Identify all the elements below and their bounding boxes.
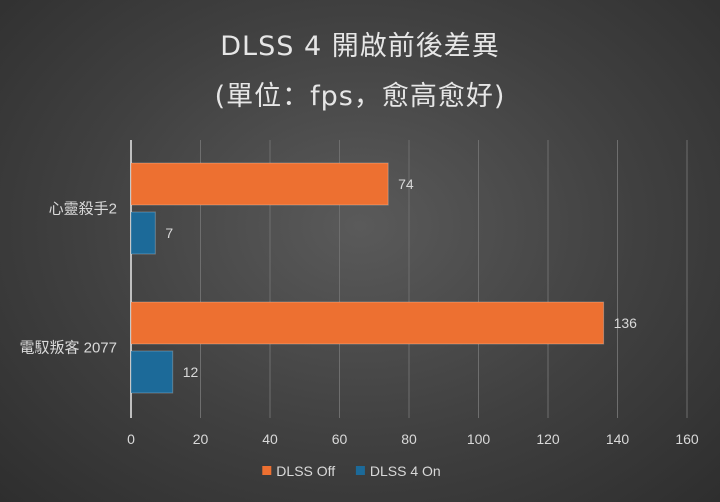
category-label: 心靈殺手2 <box>49 201 117 218</box>
chart-title: DLSS 4 開啟前後差異 <box>220 31 500 62</box>
x-tick-label: 140 <box>606 431 630 447</box>
legend-label: DLSS Off <box>276 463 335 479</box>
bar <box>130 211 156 255</box>
x-tick-label: 100 <box>467 431 491 447</box>
x-tick-label: 20 <box>193 431 209 447</box>
x-tick-label: 60 <box>332 431 348 447</box>
chart-subtitle: (單位：fps，愈高愈好) <box>214 81 506 112</box>
legend-swatch <box>355 466 365 475</box>
x-tick-label: 40 <box>262 431 278 447</box>
data-label: 12 <box>183 364 199 380</box>
bar <box>130 162 389 206</box>
x-tick-label: 80 <box>401 431 417 447</box>
legend-swatch <box>262 466 272 475</box>
data-label: 136 <box>614 315 638 331</box>
data-label: 7 <box>165 225 173 241</box>
x-tick-label: 0 <box>127 431 135 447</box>
x-tick-label: 120 <box>536 431 560 447</box>
x-tick-label: 160 <box>675 431 699 447</box>
category-label: 電馭叛客 2077 <box>19 340 117 357</box>
bar <box>130 301 605 345</box>
data-label: 74 <box>398 176 414 192</box>
bar <box>130 350 174 394</box>
legend-label: DLSS 4 On <box>370 463 441 479</box>
